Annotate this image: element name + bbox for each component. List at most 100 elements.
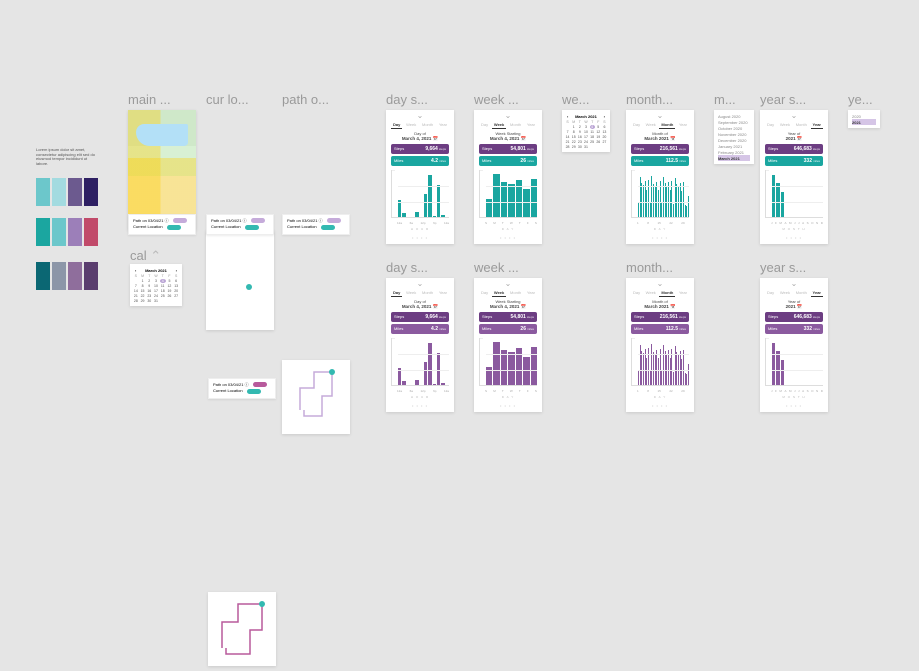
tab-day[interactable]: Day (479, 289, 490, 297)
tab-day[interactable]: Day (631, 121, 642, 129)
calendar-title: March 2021 (145, 268, 167, 273)
card-month-purple[interactable]: ⌄DayWeekMonthYearMonth ofMarch 2021 📅Ste… (626, 278, 694, 412)
chevron-down-icon[interactable]: ⌄ (391, 282, 449, 287)
tab-week[interactable]: Week (492, 289, 506, 297)
tab-month[interactable]: Month (420, 121, 435, 129)
tab-week[interactable]: Week (644, 289, 658, 297)
chevron-down-icon[interactable]: ⌄ (765, 282, 823, 287)
chart-bar (398, 200, 401, 216)
tab-day[interactable]: Day (391, 121, 402, 129)
card-week-teal[interactable]: ⌄DayWeekMonthYearWeek StartingMarch 4, 2… (474, 110, 542, 244)
popover-week-calendar[interactable]: ‹March 2021› SMTWTFS12345678910111213141… (562, 110, 610, 152)
label-patho[interactable]: path o... (282, 92, 344, 107)
tab-month[interactable]: Month (508, 289, 523, 297)
tab-week[interactable]: Week (644, 121, 658, 129)
tab-week[interactable]: Week (404, 121, 418, 129)
chart-bar (668, 350, 669, 385)
pagination-dots-icon[interactable]: • • • • (765, 403, 823, 408)
palette-row-1 (36, 178, 98, 206)
tab-day[interactable]: Day (765, 121, 776, 129)
pagination-dots-icon[interactable]: • • • • (479, 235, 537, 240)
tab-year[interactable]: Year (437, 289, 449, 297)
label-cal[interactable]: cal ⌃ (130, 248, 178, 264)
chart-axis-label: M O N T H (765, 395, 823, 399)
label-curlo[interactable]: cur lo... (206, 92, 268, 107)
pagination-dots-icon[interactable]: • • • • (765, 235, 823, 240)
label-day1[interactable]: day s... (386, 92, 448, 107)
tab-month[interactable]: Month (794, 289, 809, 297)
card-day-teal[interactable]: ⌄DayWeekMonthYearDay ofMarch 4, 2021 📅St… (386, 110, 454, 244)
card-month-teal[interactable]: ⌄DayWeekMonthYearMonth ofMarch 2021 📅Ste… (626, 110, 694, 244)
chevron-down-icon[interactable]: ⌄ (479, 114, 537, 119)
chart-bar (660, 349, 661, 385)
chevron-down-icon[interactable]: ⌄ (391, 114, 449, 119)
chart-bar (640, 177, 641, 217)
frame-main-map[interactable] (128, 110, 196, 230)
chart-bar (650, 370, 651, 385)
miles-metric: Miles26miles (479, 156, 537, 166)
label-week2[interactable]: week ... (474, 260, 536, 275)
tab-day[interactable]: Day (631, 289, 642, 297)
chart-bar (676, 352, 677, 385)
chevron-down-icon[interactable]: ⌄ (765, 114, 823, 119)
pagination-dots-icon[interactable]: • • • • (391, 403, 449, 408)
tab-year[interactable]: Year (811, 289, 823, 297)
pagination-dots-icon[interactable]: • • • • (631, 403, 689, 408)
label-year1[interactable]: year s... (760, 92, 822, 107)
label-ye[interactable]: ye... (848, 92, 878, 107)
tab-year[interactable]: Year (525, 289, 537, 297)
label-main[interactable]: main ... (128, 92, 190, 107)
tab-week[interactable]: Week (778, 289, 792, 297)
cal-next-icon[interactable]: › (176, 268, 177, 273)
tab-week[interactable]: Week (492, 121, 506, 129)
card-year-purple[interactable]: ⌄DayWeekMonthYearYear of2021 📅Steps646,6… (760, 278, 828, 412)
tab-month[interactable]: Month (794, 121, 809, 129)
card-year-teal[interactable]: ⌄DayWeekMonthYearYear of2021 📅Steps646,6… (760, 110, 828, 244)
pagination-dots-icon[interactable]: • • • • (479, 403, 537, 408)
label-week1[interactable]: week ... (474, 92, 536, 107)
frame-path-top[interactable] (282, 360, 350, 434)
tab-year[interactable]: Year (525, 121, 537, 129)
label-m[interactable]: m... (714, 92, 744, 107)
chart-bar (683, 182, 684, 217)
frame-calendar[interactable]: ‹March 2021› SMTWTFS12345678910111213141… (130, 264, 182, 306)
path-trace-icon (208, 592, 276, 666)
color-swatch (68, 218, 82, 246)
cal-prev-icon[interactable]: ‹ (135, 268, 136, 273)
label-day2[interactable]: day s... (386, 260, 448, 275)
tab-year[interactable]: Year (677, 289, 689, 297)
chart-xaxis: JFMAMJJASOND (765, 388, 823, 393)
tab-day[interactable]: Day (479, 121, 490, 129)
tab-month[interactable]: Month (659, 121, 675, 129)
card-day-purple[interactable]: ⌄DayWeekMonthYearDay ofMarch 4, 2021 📅St… (386, 278, 454, 412)
chart-bar (681, 359, 682, 384)
tab-day[interactable]: Day (765, 289, 776, 297)
label-we[interactable]: we... (562, 92, 602, 107)
chevron-down-icon[interactable]: ⌄ (631, 282, 689, 287)
pagination-dots-icon[interactable]: • • • • (391, 235, 449, 240)
label-month1[interactable]: month... (626, 92, 688, 107)
tab-week[interactable]: Week (404, 289, 418, 297)
card-week-purple[interactable]: ⌄DayWeekMonthYearWeek StartingMarch 4, 2… (474, 278, 542, 412)
tab-week[interactable]: Week (778, 121, 792, 129)
label-month2[interactable]: month... (626, 260, 688, 275)
chart-bar (638, 203, 639, 217)
chart-bar (663, 345, 664, 384)
frame-path-lower[interactable] (208, 592, 276, 666)
chevron-down-icon[interactable]: ⌄ (631, 114, 689, 119)
tab-month[interactable]: Month (659, 289, 675, 297)
frame-curlo[interactable] (206, 230, 274, 330)
chevron-down-icon[interactable]: ⌄ (479, 282, 537, 287)
tab-year[interactable]: Year (677, 121, 689, 129)
popover-year-list[interactable]: 20202021 (848, 110, 880, 128)
tab-month[interactable]: Month (508, 121, 523, 129)
tab-year[interactable]: Year (437, 121, 449, 129)
label-year2[interactable]: year s... (760, 260, 822, 275)
popover-month-list[interactable]: August 2020September 2020October 2020Nov… (714, 110, 754, 164)
miles-metric: Miles112.5miles (631, 324, 689, 334)
pagination-dots-icon[interactable]: • • • • (631, 235, 689, 240)
tab-month[interactable]: Month (420, 289, 435, 297)
tab-day[interactable]: Day (391, 289, 402, 297)
period-tabs: DayWeekMonthYear (631, 121, 689, 129)
tab-year[interactable]: Year (811, 121, 823, 129)
